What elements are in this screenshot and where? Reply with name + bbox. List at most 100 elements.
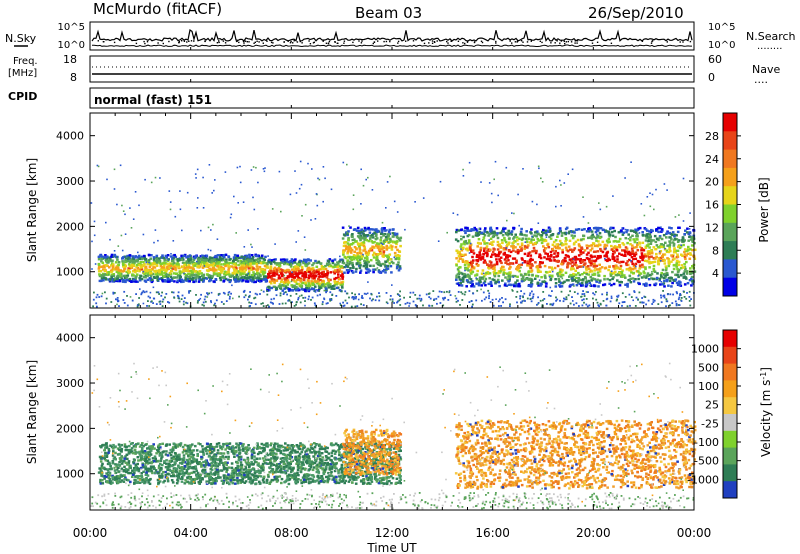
near-range-echo [575, 302, 578, 305]
echo-cell [678, 283, 681, 287]
echo-point [382, 243, 384, 245]
near-range-echo [160, 294, 163, 297]
echo-cell [139, 261, 142, 264]
echo-cell [370, 249, 374, 252]
echo-cell [652, 267, 656, 271]
echo-point [360, 168, 362, 171]
echo-point [144, 178, 146, 181]
echo-cell [349, 262, 353, 265]
echo-cell [463, 272, 466, 276]
echo-cell [128, 254, 132, 257]
echo-cell [558, 239, 562, 243]
echo-cell [286, 283, 290, 286]
echo-point [253, 208, 256, 211]
echo-cell [612, 246, 616, 249]
echo-cell [363, 246, 366, 249]
echo-cell [620, 253, 623, 256]
noise-dot [97, 40, 99, 42]
echo-cell [669, 241, 672, 244]
near-range-echo [414, 294, 417, 296]
echo-cell [516, 275, 519, 278]
echo-cell [626, 282, 629, 286]
echo-cell [658, 226, 662, 230]
echo-cell [359, 238, 362, 242]
near-range-echo [329, 291, 332, 294]
echo-cell [644, 267, 647, 271]
echo-cell [216, 262, 219, 265]
near-range-echo [666, 300, 669, 303]
echo-cell [329, 264, 333, 267]
echo-cell [559, 275, 563, 278]
echo-cell [294, 270, 297, 274]
echo-cell [353, 238, 356, 241]
echo-cell [554, 239, 558, 242]
echo-cell [383, 263, 387, 266]
echo-cell [648, 234, 651, 237]
near-range-echo [185, 301, 187, 304]
echo-cell [299, 284, 303, 287]
echo-cell [560, 273, 564, 277]
echo-cell [632, 257, 635, 261]
echo-cell [650, 277, 653, 280]
echo-cell [101, 261, 105, 264]
echo-cell [130, 280, 133, 283]
echo-cell [646, 272, 650, 275]
echo-point [142, 302, 145, 305]
echo-cell [523, 260, 527, 263]
echo-cell [555, 246, 558, 250]
echo-cell [347, 230, 350, 233]
echo-cell [290, 268, 294, 271]
echo-point [505, 247, 508, 249]
near-range-echo [564, 298, 567, 301]
noise-dot [530, 40, 532, 42]
echo-cell [657, 226, 660, 230]
near-range-echo [281, 302, 284, 305]
echo-cell [343, 265, 346, 269]
echo-cell [660, 275, 663, 278]
echo-cell [465, 279, 469, 282]
echo-cell [664, 241, 667, 244]
near-range-echo [582, 298, 585, 301]
noise-dot [511, 42, 513, 44]
echo-cell [320, 282, 323, 285]
echo-cell [566, 266, 569, 269]
noise-dot [679, 41, 681, 43]
colorbar-tick-label: 8 [712, 244, 719, 257]
echo-point [478, 228, 481, 230]
echo-cell [508, 237, 511, 240]
echo-cell [107, 271, 110, 274]
echo-cell [527, 270, 531, 273]
near-range-echo [581, 299, 584, 302]
echo-cell [232, 256, 236, 259]
echo-cell [313, 276, 316, 280]
near-range-echo [254, 292, 257, 295]
echo-cell [256, 270, 259, 273]
echo-cell [528, 241, 532, 244]
echo-cell [672, 242, 676, 246]
echo-cell [228, 273, 231, 276]
echo-cell [510, 230, 514, 233]
echo-cell [239, 269, 243, 273]
echo-cell [479, 280, 482, 284]
echo-cell [554, 285, 558, 288]
near-range-echo [287, 299, 290, 302]
echo-cell [562, 261, 565, 265]
echo-cell [507, 280, 510, 283]
echo-cell [394, 254, 397, 258]
echo-cell [505, 245, 509, 248]
echo-cell [165, 270, 168, 273]
echo-point [376, 267, 379, 269]
echo-cell [292, 276, 296, 279]
echo-cell [463, 229, 466, 232]
echo-cell [673, 233, 677, 236]
echo-cell [388, 262, 392, 265]
echo-cell [114, 266, 118, 269]
echo-cell [530, 238, 533, 241]
near-range-echo [539, 299, 542, 302]
echo-cell [638, 271, 641, 275]
echo-point [303, 236, 306, 238]
echo-cell [675, 238, 679, 241]
echo-point [250, 243, 252, 246]
echo-cell [362, 232, 365, 235]
echo-cell [599, 255, 602, 258]
